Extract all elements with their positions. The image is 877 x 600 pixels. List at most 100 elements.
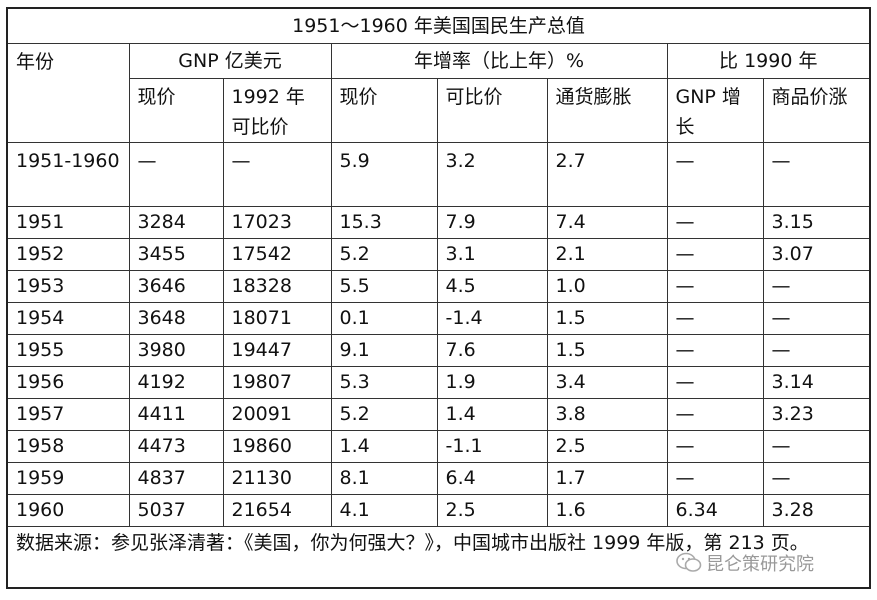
summary-cell: —	[222, 141, 332, 207]
table-cell: 4411	[128, 397, 224, 431]
table-cell: —	[666, 333, 764, 367]
table-cell: -1.4	[436, 301, 548, 335]
table-cell: 1956	[6, 365, 130, 399]
table-cell: 1960	[6, 493, 130, 527]
table-cell: 18328	[222, 269, 332, 303]
summary-cell: —	[128, 141, 224, 207]
gnp-table: 1951～1960 年美国国民生产总值 年份 GNP 亿美元 年增率（比上年）%…	[6, 7, 871, 589]
summary-row: 1951-1960 — — 5.9 3.2 2.7 — —	[6, 141, 871, 207]
table-cell: —	[666, 237, 764, 271]
table-cell: 3284	[128, 205, 224, 239]
sub-gnp-growth: GNP 增长	[666, 77, 764, 143]
table-cell: 15.3	[330, 205, 438, 239]
table-cell: 1.0	[546, 269, 668, 303]
table-row: 1951 3284 17023 15.3 7.9 7.4—3.15	[6, 205, 871, 239]
header-row-2: 现价 1992 年可比价 现价 可比价 通货膨胀 GNP 增长 商品价涨	[7, 77, 871, 143]
table-cell: 9.1	[330, 333, 438, 367]
table-cell: 6.4	[436, 461, 548, 495]
table-cell: 5.3	[330, 365, 438, 399]
table-cell: —	[666, 365, 764, 399]
table-cell: —	[666, 461, 764, 495]
table-row: 1960 5037 21654 4.1 2.5 1.6 6.34 3.28	[6, 493, 871, 527]
table-cell: 4837	[128, 461, 224, 495]
table-cell: 18071	[222, 301, 332, 335]
table-cell: 7.4	[546, 205, 668, 239]
table-cell: 21130	[222, 461, 332, 495]
table-cell: 3.15	[762, 205, 871, 239]
table-cell: 21654	[222, 493, 332, 527]
table-cell: 3980	[128, 333, 224, 367]
table-cell: —	[762, 301, 871, 335]
table-cell: 4192	[128, 365, 224, 399]
table-cell: 1958	[6, 429, 130, 463]
header-year: 年份	[6, 42, 130, 143]
table-cell: 5.2	[330, 237, 438, 271]
table-cell: 4.5	[436, 269, 548, 303]
table-cell: 5.5	[330, 269, 438, 303]
table-cell: —	[666, 301, 764, 335]
table-cell: —	[762, 461, 871, 495]
table-cell: 2.5	[436, 493, 548, 527]
sub-current-price: 现价	[128, 77, 224, 143]
table-cell: 1.4	[436, 397, 548, 431]
table-cell: 1.6	[546, 493, 668, 527]
table-cell: 3.28	[762, 493, 871, 527]
table-cell: 1953	[6, 269, 130, 303]
sub-price-rise: 商品价涨	[762, 77, 871, 143]
table-cell: 1959	[6, 461, 130, 495]
header-vs-1990: 比 1990 年	[666, 42, 871, 79]
table-cell: 17542	[222, 237, 332, 271]
summary-cell: —	[666, 141, 764, 207]
table-row: 1953 3646 18328 5.5 4.5 1.0— —	[6, 269, 871, 303]
summary-cell: 5.9	[330, 141, 438, 207]
table-cell: 0.1	[330, 301, 438, 335]
sub-1992-comparable: 1992 年可比价	[222, 77, 332, 143]
title-row: 1951～1960 年美国国民生产总值	[6, 7, 871, 44]
table-cell: —	[666, 397, 764, 431]
table-cell: 3.4	[546, 365, 668, 399]
table-cell: 4473	[128, 429, 224, 463]
table-row: 1954 3648 18071 0.1 -1.4 1.5— —	[6, 301, 871, 335]
table-cell: 6.34	[666, 493, 764, 527]
table-cell: 19807	[222, 365, 332, 399]
table-row: 1959 4837 21130 8.1 6.4 1.7— —	[6, 461, 871, 495]
table-cell: 17023	[222, 205, 332, 239]
table-cell: 3455	[128, 237, 224, 271]
table-cell: 3.8	[546, 397, 668, 431]
table-cell: 3.07	[762, 237, 871, 271]
table-row: 1956 4192 19807 5.3 1.9 3.4—3.14	[6, 365, 871, 399]
sub-growth-current: 现价	[330, 77, 438, 143]
table-cell: 20091	[222, 397, 332, 431]
summary-cell: —	[762, 141, 871, 207]
table-cell: —	[762, 269, 871, 303]
table-cell: 2.5	[546, 429, 668, 463]
table-cell: 1957	[6, 397, 130, 431]
source-note: 数据来源：参见张泽清著：《美国，你为何强大？》，中国城市出版社 1999 年版，…	[6, 525, 871, 589]
table-cell: 1951	[6, 205, 130, 239]
table-cell: 3.23	[762, 397, 871, 431]
table-cell: 1954	[6, 301, 130, 335]
table-cell: —	[762, 429, 871, 463]
table-cell: 1955	[6, 333, 130, 367]
table-cell: 7.9	[436, 205, 548, 239]
table-cell: 2.1	[546, 237, 668, 271]
header-growth: 年增率（比上年）%	[330, 42, 668, 79]
summary-cell: 1951-1960	[6, 141, 130, 207]
source-note-row: 数据来源：参见张泽清著：《美国，你为何强大？》，中国城市出版社 1999 年版，…	[6, 525, 871, 589]
table-cell: 3646	[128, 269, 224, 303]
table-cell: —	[666, 205, 764, 239]
table-cell: 5.2	[330, 397, 438, 431]
table-cell: —	[666, 429, 764, 463]
table-row: 1957 4411 20091 5.2 1.4 3.8—3.23	[6, 397, 871, 431]
table-cell: 1.5	[546, 333, 668, 367]
summary-cell: 3.2	[436, 141, 548, 207]
table-cell: 1952	[6, 237, 130, 271]
header-row-1: 年份 GNP 亿美元 年增率（比上年）% 比 1990 年	[6, 42, 871, 143]
table-cell: 1.5	[546, 301, 668, 335]
table-cell: 3648	[128, 301, 224, 335]
table-cell: 19860	[222, 429, 332, 463]
table-row: 1958 4473 19860 1.4 -1.1 2.5— —	[6, 429, 871, 463]
table-cell: 1.4	[330, 429, 438, 463]
table-row: 1955 3980 19447 9.1 7.6 1.5— —	[6, 333, 871, 367]
